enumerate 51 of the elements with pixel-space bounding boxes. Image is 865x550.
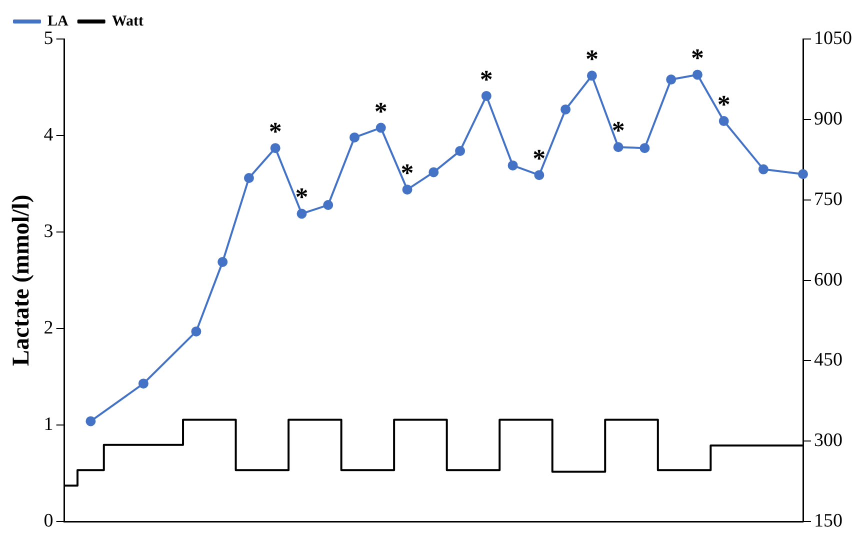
legend-label: Watt [112,13,144,30]
y-tick-label: 1 [44,414,54,436]
data-label: * [295,182,308,212]
y2-tick-label: 300 [814,430,842,452]
point [508,160,518,170]
point [296,208,307,219]
y2-tick-label: 150 [814,510,842,532]
point [666,74,676,85]
data-label: * [480,64,493,94]
y2-tick-label: 1050 [814,28,852,49]
y-tick-label: 3 [44,221,54,242]
point [613,142,624,152]
point [640,143,650,154]
point [586,70,597,81]
y2-tick-label: 450 [814,350,842,371]
y2-tick-label: 750 [814,188,842,210]
point [758,164,768,174]
y2-tick-label: 600 [814,269,842,290]
y-tick-label: 4 [44,124,54,146]
y-tick-label: 5 [44,28,54,49]
point [402,184,412,195]
point [323,200,334,210]
point [270,143,280,154]
point [692,70,702,80]
point [798,169,808,180]
data-label: * [374,96,388,126]
point [428,167,439,178]
data-label: * [585,44,598,74]
data-label: * [400,158,414,188]
point [560,104,571,114]
point [481,90,492,101]
point [350,132,360,142]
point [455,146,466,156]
legend-label: LA [48,13,69,30]
data-label: * [717,90,730,120]
y2-tick-label: 900 [814,108,842,130]
data-label: * [268,117,282,146]
point [138,378,148,389]
y-tick-label: 2 [44,318,54,339]
y-axis-title: Lactate (mmol/l) [8,194,35,366]
point [534,170,544,180]
point [191,326,202,336]
data-label: * [612,116,625,146]
point [86,416,96,426]
point [376,122,386,133]
point [244,172,254,183]
data-label: * [532,144,546,174]
point [718,116,729,126]
point [218,256,228,267]
data-label: * [690,44,704,73]
y-tick-label: 0 [44,510,54,532]
